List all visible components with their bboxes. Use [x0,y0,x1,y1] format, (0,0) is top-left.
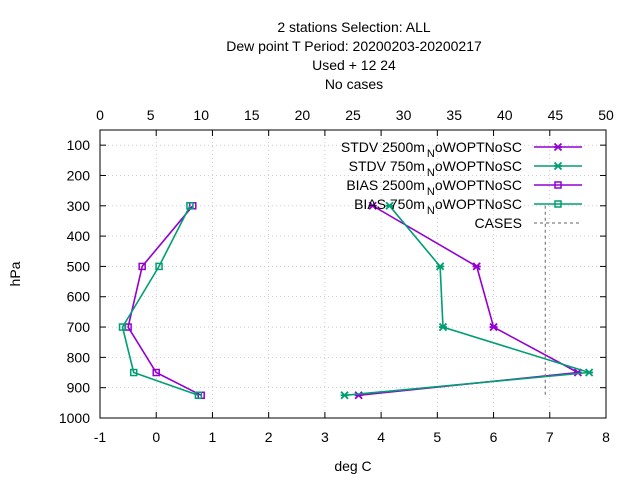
x2-axis-ticks: 0 5 10 15 20 25 30 35 40 45 50 [96,107,614,123]
y-tick-label: 900 [67,380,91,396]
y-tick-label: 600 [67,289,91,305]
data-point-marker [152,368,160,377]
data-point-marker [194,391,203,400]
data-point-marker [436,262,445,271]
series-line [358,205,581,397]
y-tick-label: 500 [67,258,91,274]
x2-tick-label: 35 [446,107,462,123]
data-point-marker [186,202,194,210]
x-tick-label: 2 [265,429,273,445]
y-tick-label: 100 [67,137,91,153]
chart-title-line: Used + 12 24 [312,57,396,73]
y-tick-label: 700 [67,319,91,335]
x-tick-label: 4 [377,429,385,445]
series-3 [118,202,203,400]
chart-title: 2 stations Selection: ALL Dew point T Per… [226,19,482,92]
legend-entry-label: STDV 750m NoWOPTNoSC [349,158,522,179]
x2-tick-label: 5 [147,107,155,123]
data-point-marker [553,161,563,171]
data-point-marker [118,323,127,331]
y-tick-label: 300 [67,198,91,214]
data-point-marker [554,200,562,208]
y-tick-label: 400 [67,228,91,244]
x2-tick-label: 20 [295,107,311,123]
x-axis-label: deg C [334,458,371,474]
chart-title-line: 2 stations Selection: ALL [277,19,431,35]
chart-title-line: Dew point T Period: 20200203-20200217 [226,38,482,54]
legend-entry-label: CASES [475,215,522,231]
legend-entry-label: STDV 2500m NoWOPTNoSC [341,139,522,160]
data-point-marker [129,368,138,377]
data-point-marker [472,262,481,271]
x-tick-label: 6 [490,429,498,445]
x2-tick-label: 10 [193,107,209,123]
series-1 [340,201,594,400]
x-tick-label: 8 [602,429,610,445]
x-tick-label: 1 [209,429,217,445]
series-0 [354,201,583,400]
x2-tick-label: 50 [598,107,614,123]
x-tick-label: -1 [94,429,107,445]
data-point-marker [554,181,562,189]
data-point-marker [138,262,146,271]
y-tick-label: 1000 [59,410,90,426]
data-point-marker [553,142,563,152]
y-axis-ticks: 100 200 300 400 500 600 700 800 900 1000 [59,137,606,426]
x-tick-label: 5 [433,429,441,445]
x2-tick-label: 15 [244,107,260,123]
legend-entry-label: BIAS 750m NoWOPTNoSC [354,196,522,217]
x-tick-label: 3 [321,429,329,445]
x2-tick-label: 40 [497,107,513,123]
grid [100,130,606,418]
series-line [121,205,199,397]
x2-tick-label: 0 [96,107,104,123]
x-tick-label: 7 [546,429,554,445]
y-tick-label: 200 [67,167,91,183]
series-line [127,205,202,397]
y-axis-label: hPa [7,261,23,286]
x-tick-label: 0 [152,429,160,445]
x2-tick-label: 25 [345,107,361,123]
x2-tick-label: 30 [396,107,412,123]
y-tick-label: 800 [67,349,91,365]
plot-frame [99,129,607,419]
data-point-marker [489,322,498,332]
data-point-marker [438,322,448,332]
legend-entry-label: BIAS 2500m NoWOPTNoSC [346,177,522,198]
x2-tick-label: 45 [548,107,564,123]
series [118,201,594,400]
data-point-marker [385,201,394,210]
data-point-marker [340,391,349,400]
chart-title-line: No cases [325,76,383,92]
data-point-marker [368,201,377,210]
data-point-marker [155,262,163,271]
data-point-marker [354,391,363,400]
data-point-marker [584,368,594,377]
x-axis-ticks: -1 0 1 2 3 4 5 6 7 8 [94,130,610,445]
